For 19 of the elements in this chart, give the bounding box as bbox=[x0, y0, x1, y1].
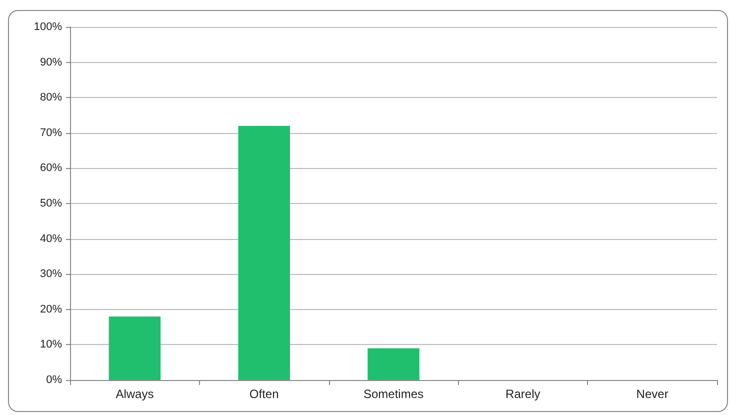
x-tick-label: Sometimes bbox=[363, 387, 424, 401]
y-tick-label: 20% bbox=[40, 303, 62, 316]
y-tick-label: 50% bbox=[40, 198, 62, 210]
y-tick-label: 100% bbox=[34, 21, 62, 33]
y-tick-label: 40% bbox=[40, 232, 62, 245]
y-tick-label: 10% bbox=[40, 338, 62, 351]
y-tick-label: 60% bbox=[40, 162, 62, 174]
y-tick-label: 30% bbox=[40, 268, 62, 280]
y-tick-label: 0% bbox=[46, 374, 62, 386]
bar bbox=[108, 316, 161, 380]
bar bbox=[368, 348, 420, 380]
x-tick-label: Rarely bbox=[506, 387, 540, 401]
y-tick-label: 90% bbox=[40, 56, 62, 68]
x-tick-label: Never bbox=[636, 387, 668, 401]
x-tick-label: Always bbox=[116, 387, 154, 401]
y-tick-label: 70% bbox=[40, 126, 62, 139]
y-tick-label: 80% bbox=[40, 92, 62, 104]
bar bbox=[238, 126, 290, 380]
x-tick-label: Often bbox=[249, 387, 279, 401]
